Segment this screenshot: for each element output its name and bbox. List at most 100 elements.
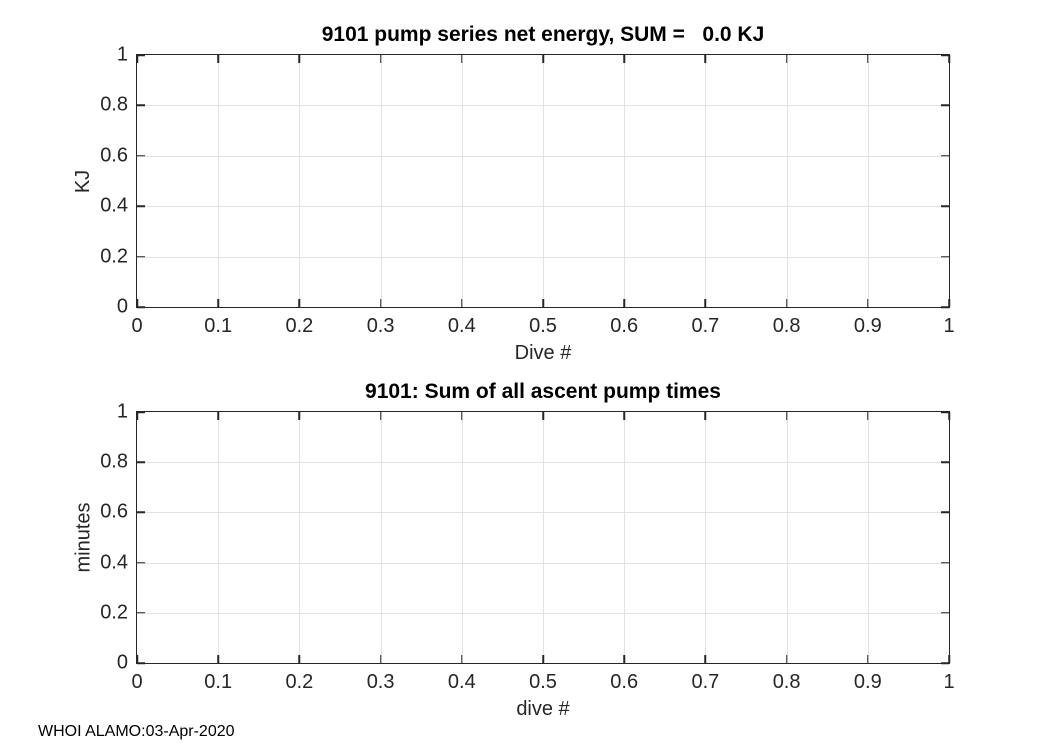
x-tick-mark-top <box>461 412 463 420</box>
x-tick-label: 0.3 <box>366 671 395 693</box>
x-tick-label: 0.5 <box>529 671 557 693</box>
x-tick-mark <box>136 299 138 307</box>
y-tick-mark <box>137 104 145 107</box>
x-tick-mark-top <box>542 412 544 420</box>
x-tick-mark-top <box>298 412 301 420</box>
net-energy-chart: 9101 pump series net energy, SUM = 0.0 K… <box>73 23 955 364</box>
y-tick-label: 0.8 <box>100 450 128 473</box>
y-tick-mark-right <box>941 54 949 56</box>
x-tick-mark <box>867 299 869 307</box>
gridline-vertical <box>461 412 463 663</box>
y-tick-mark <box>137 662 145 664</box>
y-tick-mark <box>137 511 145 514</box>
y-tick-label: 0.6 <box>100 144 128 167</box>
y-tick-mark <box>137 561 145 564</box>
gridline-vertical <box>461 55 463 307</box>
x-tick-label: 0.1 <box>204 315 233 337</box>
x-tick-mark-top <box>623 55 625 63</box>
x-tick-mark <box>217 299 219 307</box>
x-tick-mark <box>217 655 219 663</box>
gridline-vertical <box>786 55 788 307</box>
x-tick-label: 0 <box>131 671 143 693</box>
x-tick-mark <box>785 655 788 663</box>
x-tick-label: 0.2 <box>285 671 314 693</box>
gridline-vertical <box>218 412 220 663</box>
x-tick-label: 0.2 <box>285 315 314 337</box>
y-tick-label: 0.2 <box>100 601 128 624</box>
y-axis-label: KJ <box>72 169 95 193</box>
gridline-horizontal <box>137 206 949 208</box>
gridline-vertical <box>218 55 220 307</box>
y-tick-mark <box>137 306 145 308</box>
x-tick-mark <box>542 299 544 307</box>
gridline-vertical <box>867 412 869 663</box>
x-tick-mark-top <box>704 55 707 63</box>
y-tick-mark-right <box>941 306 949 308</box>
x-tick-mark-top <box>136 55 138 63</box>
y-tick-mark <box>137 612 145 614</box>
gridline-horizontal <box>137 256 949 258</box>
x-tick-mark-top <box>461 55 463 63</box>
y-tick-label: 0.4 <box>100 194 128 217</box>
y-axis-label: minutes <box>72 502 95 573</box>
gridline-horizontal <box>137 462 949 464</box>
x-tick-label: 0.5 <box>529 315 557 337</box>
y-tick-mark-right <box>941 561 949 564</box>
x-axis-label: dive # <box>516 698 570 720</box>
x-tick-label: 0.7 <box>691 315 720 337</box>
y-tick-label: 1 <box>116 400 128 423</box>
x-tick-mark <box>298 299 301 307</box>
gridline-vertical <box>380 55 382 307</box>
x-tick-mark-top <box>948 412 950 420</box>
x-tick-mark <box>623 655 625 663</box>
x-tick-mark <box>948 655 950 663</box>
y-tick-mark <box>137 411 145 413</box>
y-tick-mark <box>137 461 145 463</box>
x-tick-mark <box>461 655 463 663</box>
gridline-vertical <box>624 412 626 663</box>
x-tick-mark <box>704 655 707 663</box>
plot-area: 0 0.1 0.2 0.3 0.4 0.5 0.6 0.7 0.8 0.9 1 0 0.2 0.4 0.6 0… <box>100 401 954 694</box>
x-tick-mark <box>623 299 625 307</box>
y-tick-label: 0.4 <box>100 551 128 574</box>
gridline-vertical <box>705 55 707 307</box>
x-tick-mark-top <box>217 55 219 63</box>
plot-area: 0 0.1 0.2 0.3 0.4 0.5 0.6 0.7 0.8 0.9 1 0 0.2 0.4 0.6 0… <box>100 44 954 338</box>
x-tick-mark <box>379 655 382 663</box>
x-tick-label: 0.1 <box>204 671 233 693</box>
x-tick-mark <box>379 299 382 307</box>
x-tick-label: 1 <box>943 671 955 693</box>
y-tick-mark-right <box>941 511 949 514</box>
gridline-vertical <box>543 55 544 307</box>
x-tick-label: 0.4 <box>447 315 476 337</box>
gridline-horizontal <box>137 105 949 107</box>
y-tick-mark-right <box>941 411 949 413</box>
x-tick-mark <box>136 655 138 663</box>
x-tick-mark-top <box>704 412 707 420</box>
x-tick-mark-top <box>379 412 382 420</box>
x-tick-mark-top <box>867 412 869 420</box>
y-tick-mark <box>137 255 145 258</box>
x-tick-mark <box>785 299 788 307</box>
x-tick-label: 0.4 <box>447 671 476 693</box>
x-tick-label: 0.7 <box>691 671 720 693</box>
x-tick-label: 0.9 <box>853 671 882 693</box>
x-tick-label: 0.6 <box>610 315 639 337</box>
gridline-vertical <box>299 412 301 663</box>
gridline-horizontal <box>137 155 949 157</box>
x-tick-mark-top <box>785 412 788 420</box>
y-tick-mark-right <box>941 155 949 157</box>
x-tick-mark <box>298 655 301 663</box>
x-axis-label: Dive # <box>514 342 572 364</box>
y-tick-mark-right <box>941 461 949 463</box>
x-tick-mark <box>461 299 463 307</box>
gridline-horizontal <box>137 512 949 514</box>
x-tick-mark <box>867 655 869 663</box>
x-tick-label: 0 <box>131 315 143 337</box>
x-tick-label: 0.8 <box>772 671 801 693</box>
y-tick-label: 0.6 <box>100 500 128 523</box>
pump-times-chart: 9101: Sum of all ascent pump times minut… <box>73 380 955 720</box>
y-tick-label: 0 <box>116 295 128 318</box>
x-tick-label: 0.3 <box>366 315 395 337</box>
